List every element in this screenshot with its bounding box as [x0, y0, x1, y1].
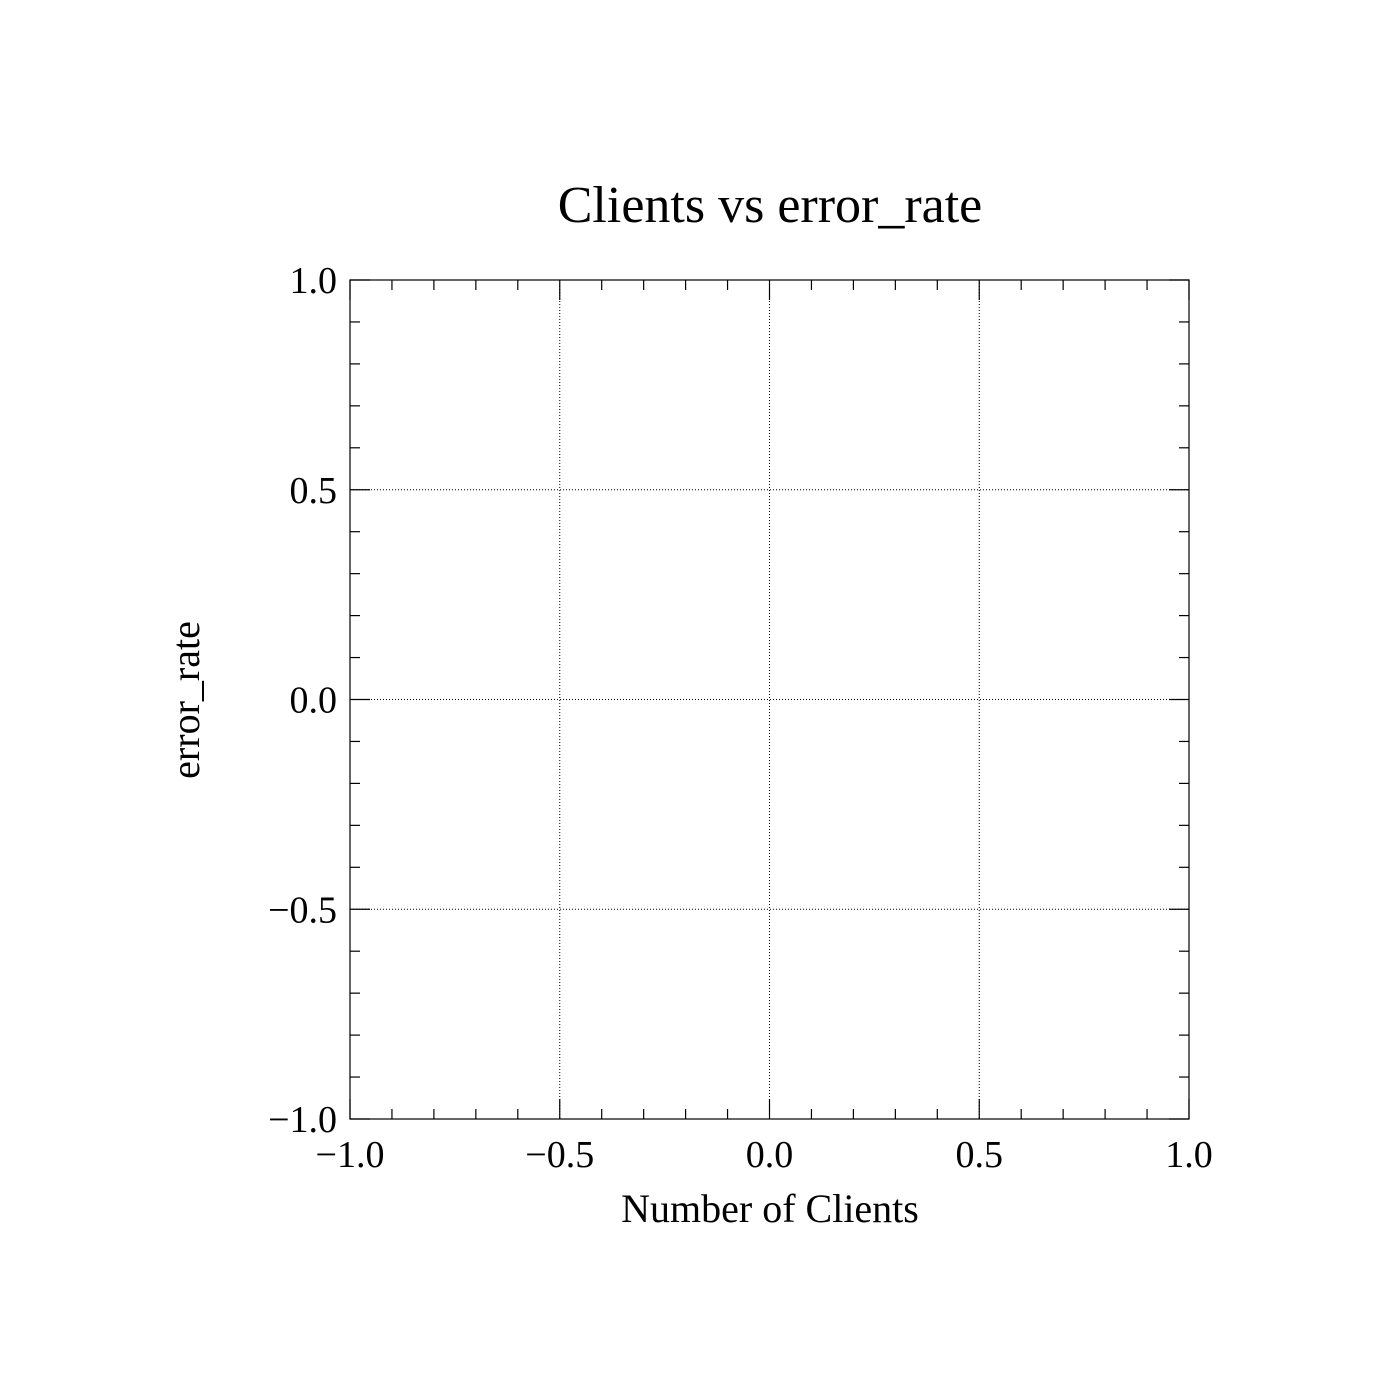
- x-tick-label: 0.0: [746, 1134, 794, 1176]
- y-tick-label: 1.0: [290, 260, 338, 302]
- grid-lines: [350, 280, 1189, 1119]
- y-axis-label: error_rate: [163, 621, 208, 779]
- x-axis-label: Number of Clients: [621, 1186, 919, 1231]
- x-tick-label: 0.5: [956, 1134, 1004, 1176]
- axis-ticks: [349, 279, 1190, 1120]
- x-tick-label: −0.5: [525, 1134, 594, 1176]
- x-tick-labels: −1.0 −0.5 0.0 0.5 1.0: [316, 1134, 1213, 1176]
- y-tick-label: −1.0: [268, 1099, 337, 1141]
- y-tick-label: 0.0: [290, 680, 338, 722]
- x-tick-label: 1.0: [1165, 1134, 1213, 1176]
- y-tick-labels: −1.0 −0.5 0.0 0.5 1.0: [268, 260, 337, 1141]
- y-tick-label: −0.5: [268, 889, 337, 931]
- chart-title: Clients vs error_rate: [558, 177, 983, 234]
- y-tick-label: 0.5: [290, 470, 338, 512]
- plot-frame: [349, 279, 1190, 1120]
- x-tick-label: −1.0: [316, 1134, 385, 1176]
